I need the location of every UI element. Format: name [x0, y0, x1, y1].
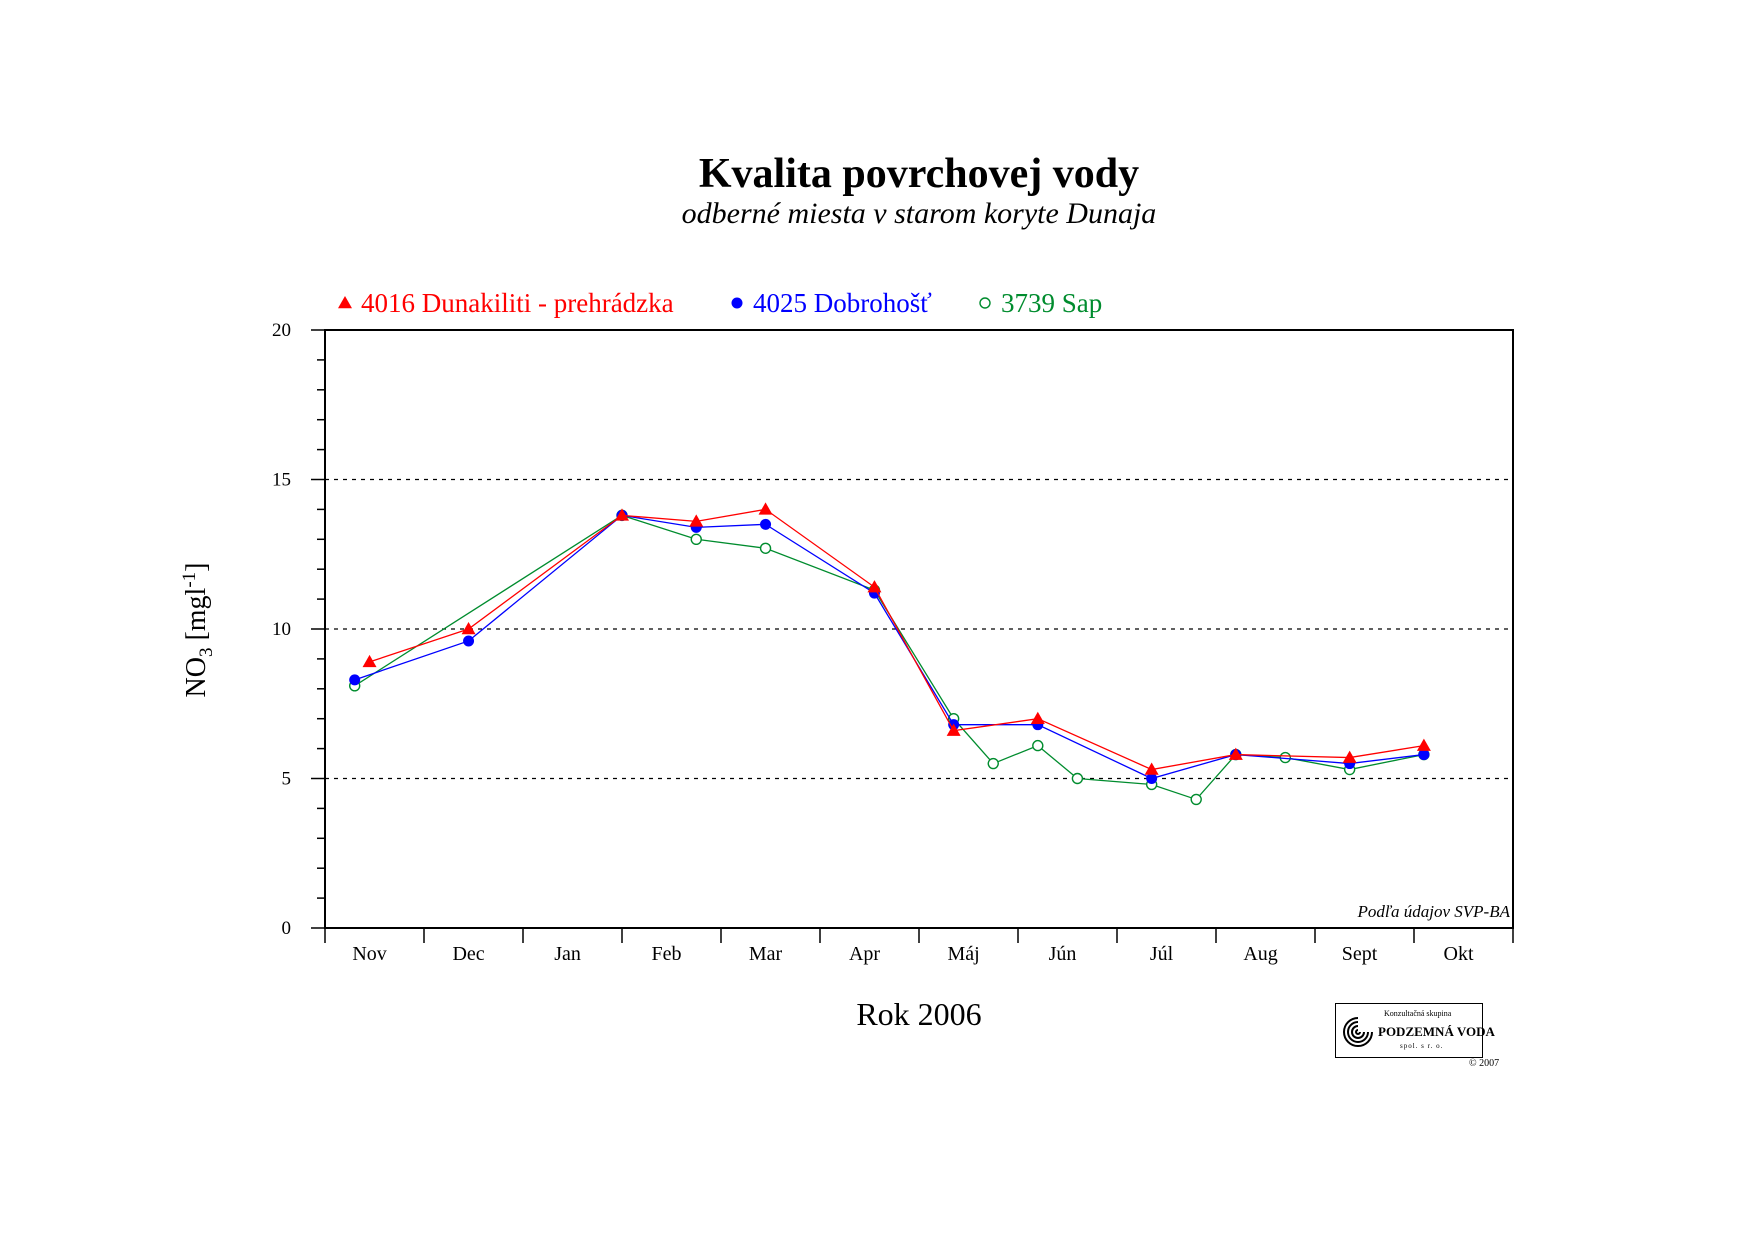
y-axis-label-open: [mgl	[181, 587, 212, 647]
x-tick-label: Máj	[947, 943, 979, 965]
source-note: Podľa údajov SVP-BA	[1356, 902, 1510, 921]
data-point-triangle	[338, 296, 352, 309]
data-point-triangle	[1228, 747, 1243, 760]
logo-top-text: Konzultačná skupina	[1384, 1009, 1452, 1018]
data-point-open-circle	[1071, 772, 1084, 785]
x-tick-label: Okt	[1444, 943, 1474, 965]
legend: 4016 Dunakiliti - prehrádzka 4025 Dobroho…	[338, 288, 1102, 318]
company-logo: Konzultačná skupina PODZEMNÁ VODA spol. …	[1335, 1003, 1495, 1058]
legend-label: 3739 Sap	[1001, 288, 1102, 318]
y-tick-label: 10	[272, 619, 291, 640]
data-point-circle	[349, 674, 361, 686]
x-tick-label: Mar	[749, 943, 783, 965]
x-axis-label: Rok 2006	[856, 996, 982, 1032]
series-line	[354, 514, 1424, 780]
data-point-open-circle	[1032, 739, 1044, 752]
y-tick-label: 20	[272, 320, 291, 341]
y-axis-label-sup: -1	[179, 572, 200, 588]
data-point-circle	[463, 635, 475, 647]
data-point-open-circle	[759, 542, 772, 554]
data-point-circle	[1418, 749, 1430, 761]
data-point-triangle	[615, 508, 629, 521]
data-point-open-circle	[979, 297, 991, 309]
data-point-triangle	[1030, 711, 1045, 724]
data-point-triangle	[1416, 738, 1431, 751]
legend-item-0: 4016 Dunakiliti - prehrádzka	[338, 288, 674, 318]
data-point-triangle	[689, 514, 704, 527]
y-tick-label: 0	[282, 918, 292, 939]
copyright-text: © 2007	[1469, 1058, 1500, 1069]
data-point-triangle	[1342, 750, 1357, 763]
chart-subtitle: odberné miesta v starom koryte Dunaja	[681, 197, 1157, 230]
y-tick-label: 5	[282, 769, 292, 790]
x-tick-label: Sept	[1342, 943, 1378, 965]
series-0	[362, 502, 1431, 775]
data-point-triangle	[867, 580, 882, 593]
grid-lines	[325, 478, 1513, 780]
data-point-triangle	[362, 654, 377, 668]
x-tick-label: Jan	[554, 943, 581, 965]
x-tick-label: Nov	[352, 943, 386, 965]
x-tick-label: Dec	[452, 943, 484, 965]
y-axis-label: NO3 [mgl-1]	[179, 563, 217, 698]
x-tick-label: Jún	[1049, 943, 1077, 965]
x-tick-label: Apr	[849, 943, 880, 965]
y-axis-label-close: ]	[181, 563, 212, 572]
series-1	[349, 509, 1430, 784]
data-point-triangle	[946, 723, 961, 736]
data-point-triangle	[461, 622, 476, 635]
data-point-circle	[731, 297, 743, 309]
x-tick-label: Aug	[1243, 943, 1277, 965]
logo-bottom-text: spol. s r. o.	[1400, 1042, 1444, 1050]
y-tick-label: 15	[272, 470, 291, 491]
data-point-triangle	[1144, 762, 1159, 775]
data-point-open-circle	[1190, 793, 1202, 806]
data-point-circle	[760, 518, 772, 530]
legend-label: 4025 Dobrohošť	[753, 288, 932, 318]
legend-item-1: 4025 Dobrohošť	[731, 288, 932, 318]
legend-item-2: 3739 Sap	[979, 288, 1102, 318]
spiral-logo-icon	[1343, 1017, 1373, 1047]
series-line	[369, 508, 1425, 771]
x-tick-label: Júl	[1150, 943, 1174, 965]
axes: 0 5 10 15 20 Nov Dec Jan Feb Mar Apr Máj Jún Júl Aug Se…	[272, 320, 1514, 965]
data-point-circle	[1146, 773, 1158, 784]
series-layer	[349, 502, 1431, 806]
data-point-triangle	[758, 502, 773, 515]
chart-title: Kvalita povrchovej vody	[698, 151, 1140, 197]
data-point-open-circle	[987, 757, 999, 770]
logo-company-name: PODZEMNÁ VODA	[1378, 1024, 1495, 1039]
x-tick-label: Feb	[652, 943, 682, 965]
y-axis-label-base: NO	[181, 657, 212, 697]
legend-label: 4016 Dunakiliti - prehrádzka	[361, 288, 674, 318]
series-2	[349, 509, 1430, 806]
y-axis-label-sub: 3	[196, 648, 217, 658]
data-point-open-circle	[690, 533, 702, 545]
